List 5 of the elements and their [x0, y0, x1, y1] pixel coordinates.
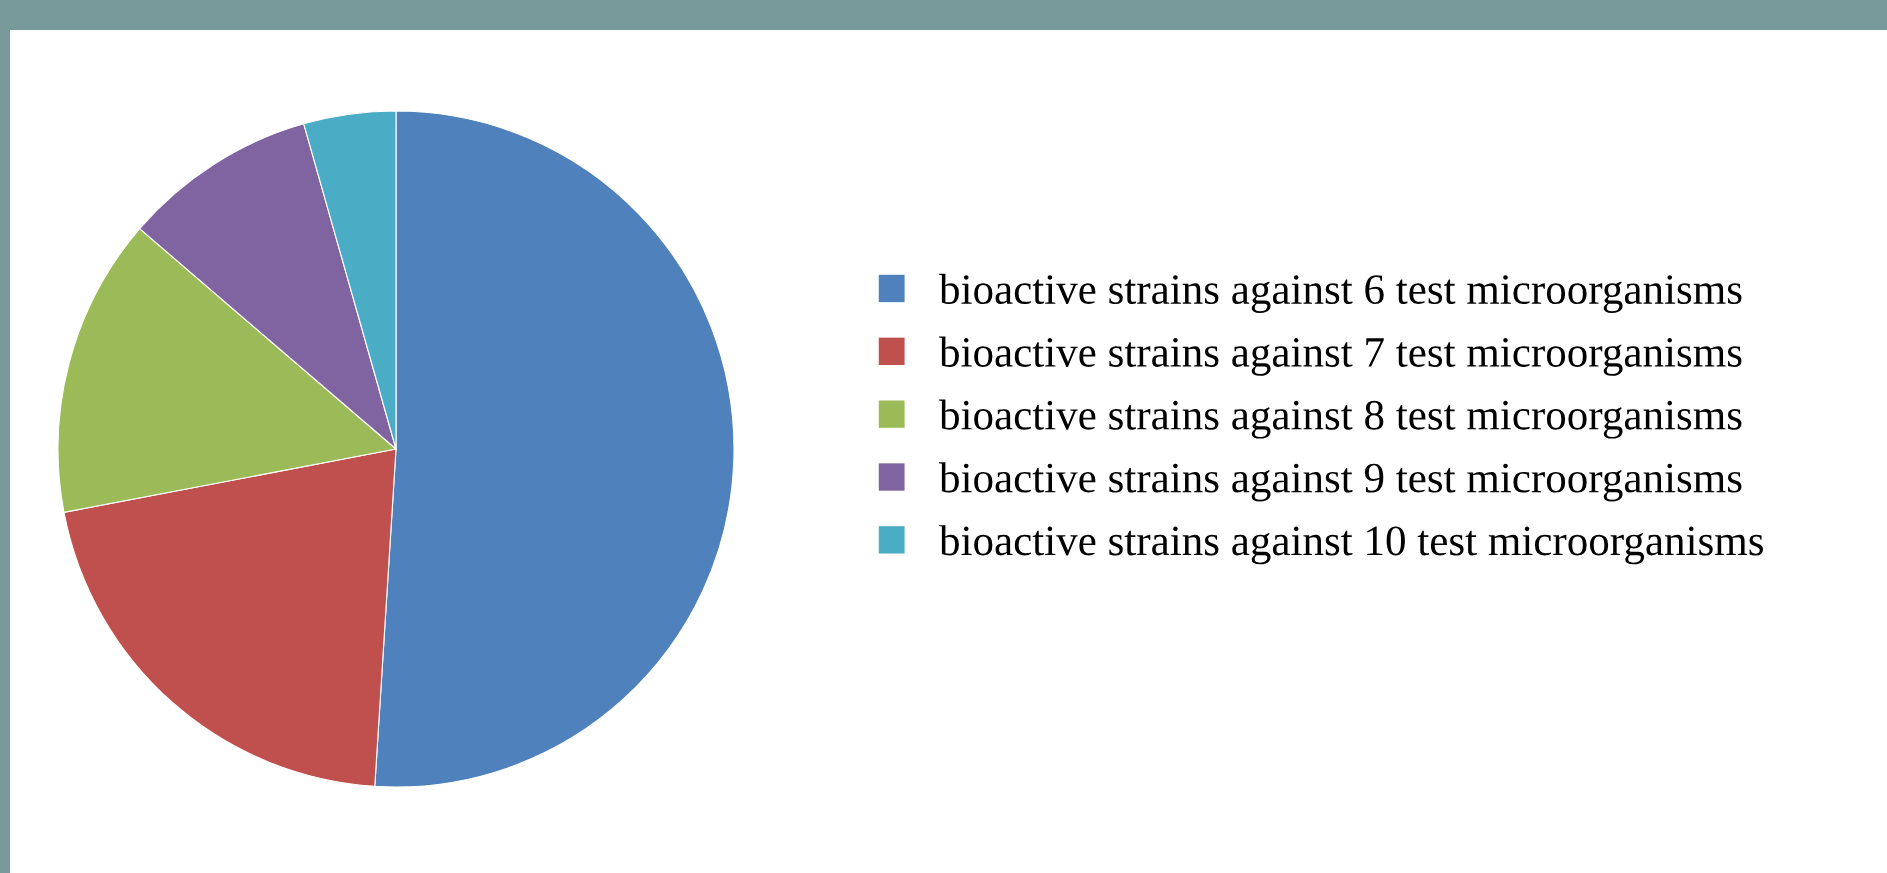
legend-label: bioactive strains against 9 test microorganisms	[939, 462, 1742, 502]
legend-label: bioactive strains against 6 test microorganisms	[939, 273, 1742, 313]
legend-label: bioactive strains against 10 test microorganisms	[939, 525, 1763, 565]
legend-label: bioactive strains against 8 test microorganisms	[939, 399, 1742, 439]
legend-label: bioactive strains against 7 test microorganisms	[939, 336, 1742, 376]
